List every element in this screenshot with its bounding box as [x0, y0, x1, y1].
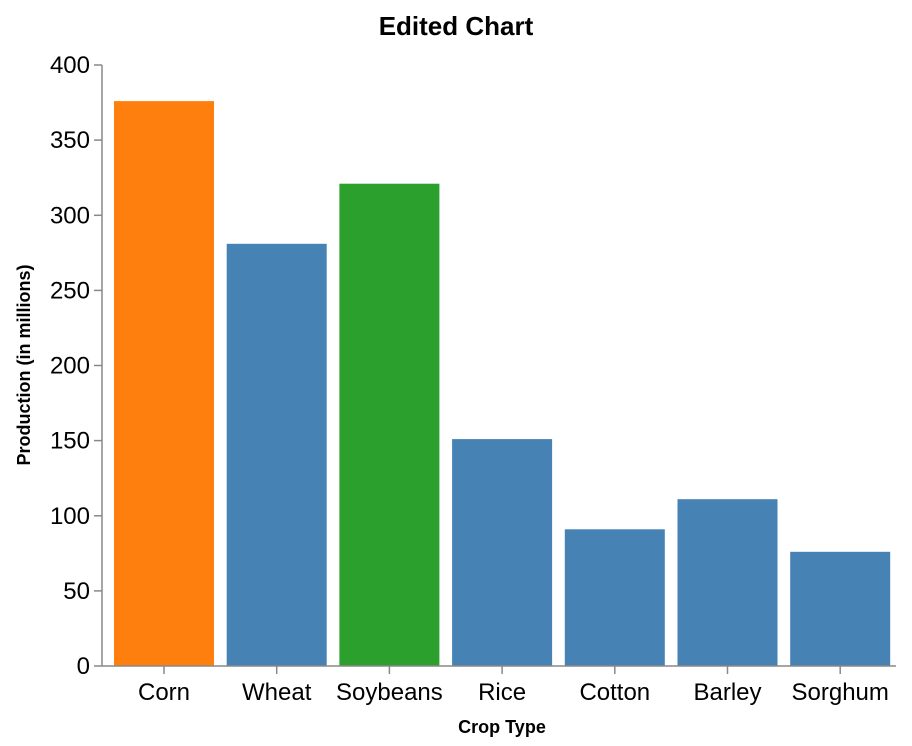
bar-corn	[114, 101, 214, 667]
y-tick-label-400: 400	[50, 52, 90, 79]
y-axis: 0 50 100 150 200 250 300 350 400	[50, 52, 103, 680]
x-tick-label-barley: Barley	[693, 679, 761, 706]
bar-rice	[452, 439, 553, 666]
x-tick-label-corn: Corn	[138, 679, 190, 706]
x-axis: Corn Wheat Soybeans Rice Cotton Barley Sorghum	[102, 665, 896, 706]
y-tick-label-150: 150	[50, 428, 90, 455]
bars-group	[114, 101, 891, 667]
y-axis-title: Production (in millions)	[14, 265, 34, 466]
x-tick-label-rice: Rice	[478, 679, 526, 706]
bar-soybeans	[339, 183, 440, 666]
bar-cotton	[564, 529, 665, 666]
y-tick-label-350: 350	[50, 127, 90, 154]
y-tick-label-300: 300	[50, 202, 90, 229]
x-tick-label-sorghum: Sorghum	[792, 679, 889, 706]
y-tick-label-50: 50	[63, 578, 90, 605]
y-tick-label-200: 200	[50, 353, 90, 380]
x-axis-title: Crop Type	[458, 717, 546, 737]
y-tick-label-100: 100	[50, 503, 90, 530]
x-tick-label-cotton: Cotton	[579, 679, 650, 706]
bar-wheat	[226, 243, 327, 667]
y-tick-label-0: 0	[77, 653, 90, 680]
bar-barley	[677, 499, 778, 666]
bar-sorghum	[790, 551, 891, 666]
y-tick-label-250: 250	[50, 277, 90, 304]
x-tick-label-soybeans: Soybeans	[336, 679, 443, 706]
chart-title: Edited Chart	[379, 11, 534, 41]
x-tick-label-wheat: Wheat	[242, 679, 312, 706]
